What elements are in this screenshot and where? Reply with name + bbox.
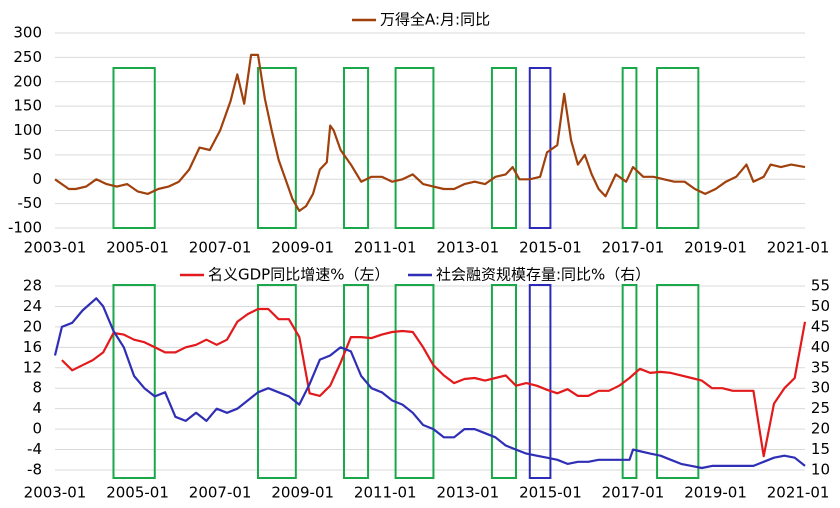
highlight-box bbox=[394, 284, 435, 479]
x-tick-label: 2007-01 bbox=[189, 484, 252, 502]
highlight-box bbox=[621, 67, 638, 229]
series-line bbox=[53, 297, 806, 470]
y-tick-label: 200 bbox=[13, 72, 42, 90]
highlight-box bbox=[256, 284, 297, 479]
y-tick-label: -4 bbox=[27, 440, 42, 458]
x-tick-label: 2005-01 bbox=[106, 484, 169, 502]
y-tick-label: -8 bbox=[27, 461, 42, 479]
y-tick-label: -100 bbox=[8, 219, 42, 237]
y2-tick-label: 25 bbox=[811, 399, 830, 417]
x-tick-label: 2013-01 bbox=[437, 484, 500, 502]
y-tick-label: 8 bbox=[32, 379, 42, 397]
legend-label: 社会融资规模存量:同比%（右） bbox=[436, 266, 650, 284]
highlight-box bbox=[342, 67, 370, 229]
y-tick-label: 100 bbox=[13, 121, 42, 139]
y-tick-label: 28 bbox=[23, 277, 42, 295]
x-tick-label: 2015-01 bbox=[519, 239, 582, 257]
x-tick-label: 2019-01 bbox=[684, 484, 747, 502]
y-tick-label: 150 bbox=[13, 97, 42, 115]
x-tick-label: 2009-01 bbox=[271, 484, 334, 502]
series-line bbox=[54, 53, 806, 212]
highlight-box bbox=[342, 284, 370, 479]
x-tick-label: 2015-01 bbox=[519, 484, 582, 502]
series-line bbox=[61, 307, 807, 458]
highlight-box bbox=[394, 67, 435, 229]
legend-label: 万得全A:月:同比 bbox=[380, 11, 490, 29]
x-tick-label: 2013-01 bbox=[437, 239, 500, 257]
highlight-box bbox=[490, 284, 518, 479]
y-tick-label: 300 bbox=[13, 24, 42, 42]
y-tick-label: -50 bbox=[18, 194, 43, 212]
highlight-box bbox=[490, 67, 518, 229]
x-tick-label: 2003-01 bbox=[24, 484, 87, 502]
x-tick-label: 2007-01 bbox=[189, 239, 252, 257]
highlight-box bbox=[656, 284, 700, 479]
y-tick-label: 20 bbox=[23, 317, 42, 335]
y2-tick-label: 50 bbox=[811, 297, 830, 315]
x-tick-label: 2021-01 bbox=[767, 239, 830, 257]
x-tick-label: 2017-01 bbox=[602, 484, 665, 502]
x-tick-label: 2009-01 bbox=[271, 239, 334, 257]
highlight-box bbox=[112, 67, 156, 229]
y2-tick-label: 40 bbox=[811, 338, 830, 356]
highlight-box bbox=[528, 284, 552, 479]
x-tick-label: 2021-01 bbox=[767, 484, 830, 502]
y-tick-label: 50 bbox=[23, 145, 42, 163]
highlight-box bbox=[656, 67, 700, 229]
y-tick-label: 12 bbox=[23, 358, 42, 376]
x-tick-label: 2019-01 bbox=[684, 239, 747, 257]
y2-tick-label: 15 bbox=[811, 440, 830, 458]
y-tick-label: 4 bbox=[32, 399, 42, 417]
y2-tick-label: 20 bbox=[811, 420, 830, 438]
x-tick-label: 2003-01 bbox=[24, 239, 87, 257]
y2-tick-label: 10 bbox=[811, 461, 830, 479]
y-tick-label: 16 bbox=[23, 338, 42, 356]
legend-label: 名义GDP同比增速%（左） bbox=[208, 266, 389, 284]
x-tick-label: 2017-01 bbox=[602, 239, 665, 257]
y2-tick-label: 30 bbox=[811, 379, 830, 397]
y-tick-label: 250 bbox=[13, 48, 42, 66]
x-tick-label: 2011-01 bbox=[354, 484, 417, 502]
x-tick-label: 2011-01 bbox=[354, 239, 417, 257]
highlight-box bbox=[256, 67, 297, 229]
y-tick-label: 0 bbox=[32, 420, 42, 438]
x-tick-label: 2005-01 bbox=[106, 239, 169, 257]
highlight-box bbox=[528, 67, 552, 229]
y2-tick-label: 35 bbox=[811, 358, 830, 376]
y2-tick-label: 55 bbox=[811, 277, 830, 295]
y-tick-label: 24 bbox=[23, 297, 42, 315]
y-tick-label: 0 bbox=[32, 170, 42, 188]
highlight-box bbox=[112, 284, 156, 479]
y2-tick-label: 45 bbox=[811, 317, 830, 335]
highlight-box bbox=[621, 284, 638, 479]
